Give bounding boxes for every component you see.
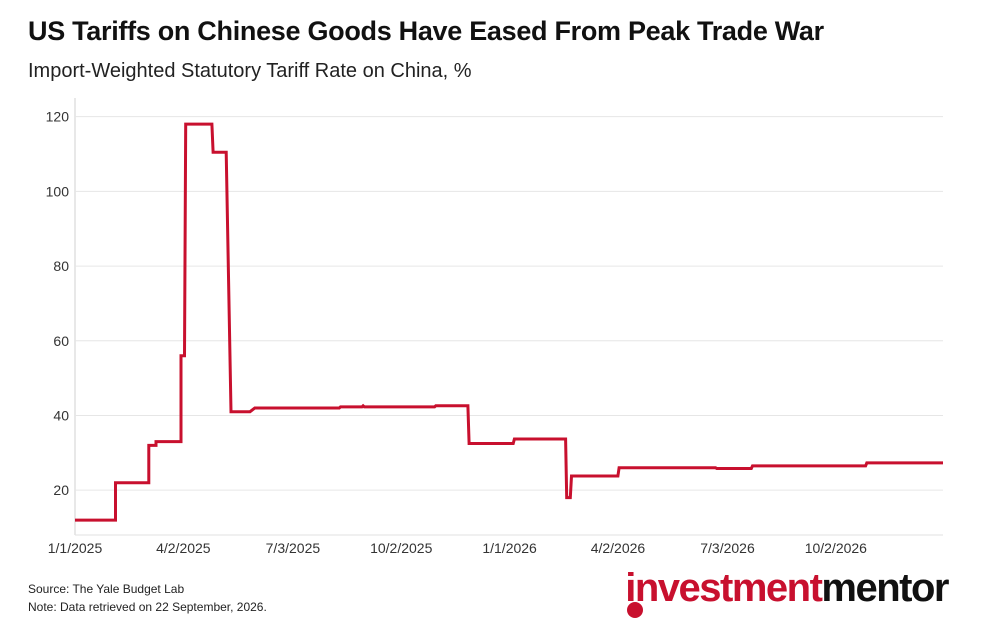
- x-tick-label: 1/1/2026: [482, 540, 537, 556]
- y-tick-labels: 20 40 60 80 100 120: [46, 109, 70, 499]
- y-tick-label: 20: [53, 482, 69, 498]
- grid-layer: [74, 98, 943, 536]
- x-tick-label: 4/2/2025: [156, 540, 211, 556]
- x-tick-labels: 1/1/2025 4/2/2025 7/3/2025 10/2/2025 1/1/202…: [48, 540, 867, 556]
- logo-dot-icon: [627, 602, 644, 618]
- series-layer: [75, 122, 943, 522]
- y-tick-label: 40: [53, 407, 69, 423]
- x-tick-label: 1/1/2025: [48, 540, 103, 556]
- logo-text-part2: mentor: [821, 566, 949, 610]
- x-tick-label: 7/3/2026: [700, 540, 755, 556]
- y-tick-label: 120: [46, 109, 70, 125]
- series-line: [75, 122, 943, 522]
- y-tick-label: 100: [46, 183, 70, 199]
- source-note: Source: The Yale Budget Lab: [28, 582, 185, 596]
- investmentor-logo: investment mentor: [625, 566, 949, 618]
- x-tick-label: 7/3/2025: [266, 540, 321, 556]
- data-note: Note: Data retrieved on 22 September, 20…: [28, 600, 267, 614]
- y-tick-label: 80: [53, 258, 69, 274]
- x-tick-label: 4/2/2026: [591, 540, 646, 556]
- footer: Source: The Yale Budget Lab Note: Data r…: [28, 580, 267, 616]
- chart-subtitle: Import-Weighted Statutory Tariff Rate on…: [28, 60, 472, 82]
- chart-title: US Tariffs on Chinese Goods Have Eased F…: [28, 16, 824, 46]
- x-tick-label: 10/2/2026: [805, 540, 867, 556]
- logo-text-part1: investment: [625, 566, 823, 610]
- x-tick-label: 10/2/2025: [370, 540, 432, 556]
- y-tick-label: 60: [53, 333, 69, 349]
